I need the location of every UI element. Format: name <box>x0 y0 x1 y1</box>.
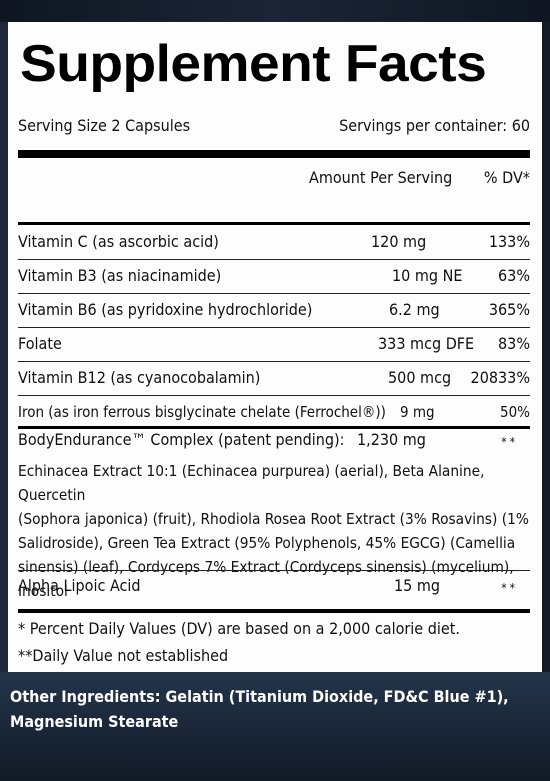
footer-divider <box>18 609 530 613</box>
nutrient-row: Vitamin B6 (as pyridoxine hydrochloride)… <box>18 293 530 327</box>
nutrient-row: Iron (as iron ferrous bisglycinate chela… <box>18 395 530 429</box>
alpha-lipoic-name: Alpha Lipoic Acid <box>18 576 141 595</box>
complex-name: BodyEndurance™ Complex (patent pending): <box>18 430 345 449</box>
other-ingredients-band: Other Ingredients: Gelatin (Titanium Dio… <box>0 672 550 781</box>
footnotes: * Percent Daily Values (DV) are based on… <box>18 615 460 669</box>
serving-info-row: Serving Size 2 Capsules Servings per con… <box>18 115 530 137</box>
row-divider <box>18 293 530 294</box>
column-header-row: Amount Per Serving % DV* <box>18 165 530 191</box>
nutrient-dv: 365% <box>488 300 530 319</box>
row-divider <box>18 361 530 362</box>
complex-dv: ** <box>501 435 518 449</box>
nutrient-name: Folate <box>18 334 62 353</box>
nutrient-name: Vitamin C (as ascorbic acid) <box>18 232 219 251</box>
top-background <box>0 0 550 22</box>
row-divider <box>18 259 530 260</box>
other-ingredients: Other Ingredients: Gelatin (Titanium Dio… <box>10 687 509 731</box>
supplement-facts-panel: Supplement Facts Serving Size 2 Capsules… <box>0 22 542 672</box>
nutrient-dv: 50% <box>500 403 530 421</box>
complex-ingredients: Echinacea Extract 10:1 (Echinacea purpur… <box>18 462 529 600</box>
nutrient-amount: 333 mcg DFE <box>378 334 475 353</box>
nutrient-amount: 6.2 mg <box>389 300 440 319</box>
nutrient-amount: 500 mcg <box>388 368 452 387</box>
nutrient-amount: 120 mg <box>371 232 427 251</box>
row-divider <box>18 395 530 396</box>
nutrient-amount: 10 mg NE <box>392 266 463 285</box>
header-divider <box>18 222 530 225</box>
complex-amount: 1,230 mg <box>357 430 426 449</box>
nutrient-dv: 20833% <box>470 368 530 387</box>
nutrient-row: Vitamin C (as ascorbic acid) 120 mg 133% <box>18 225 530 259</box>
row-divider <box>18 327 530 328</box>
alpha-lipoic-dv: ** <box>501 581 518 595</box>
nutrient-name: Iron (as iron ferrous bisglycinate chela… <box>18 403 386 421</box>
nutrient-row: Vitamin B12 (as cyanocobalamin) 500 mcg … <box>18 361 530 395</box>
amount-header: Amount Per Serving <box>309 168 453 187</box>
nutrient-amount: 9 mg <box>400 403 435 421</box>
thick-divider <box>18 150 530 158</box>
alpha-lipoic-row: Alpha Lipoic Acid 15 mg ** <box>18 571 530 601</box>
serving-size: Serving Size 2 Capsules <box>18 116 191 135</box>
nutrient-dv: 83% <box>498 334 530 353</box>
nutrient-name: Vitamin B3 (as niacinamide) <box>18 266 222 285</box>
nutrient-name: Vitamin B12 (as cyanocobalamin) <box>18 368 261 387</box>
nutrient-dv: 133% <box>488 232 530 251</box>
dv-footnote: * Percent Daily Values (DV) are based on… <box>18 619 460 638</box>
panel-title: Supplement Facts <box>20 35 487 93</box>
nutrient-dv: 63% <box>498 266 530 285</box>
alpha-lipoic-amount: 15 mg <box>394 576 441 595</box>
nutrient-name: Vitamin B6 (as pyridoxine hydrochloride) <box>18 300 313 319</box>
section-divider <box>18 426 530 429</box>
nutrient-row: Vitamin B3 (as niacinamide) 10 mg NE 63% <box>18 259 530 293</box>
row-divider <box>18 570 530 571</box>
not-established-footnote: **Daily Value not established <box>18 646 229 665</box>
complex-row: BodyEndurance™ Complex (patent pending):… <box>18 425 530 455</box>
servings-per-container: Servings per container: 60 <box>339 116 530 135</box>
dv-header: % DV* <box>483 168 530 187</box>
nutrient-row: Folate 333 mcg DFE 83% <box>18 327 530 361</box>
